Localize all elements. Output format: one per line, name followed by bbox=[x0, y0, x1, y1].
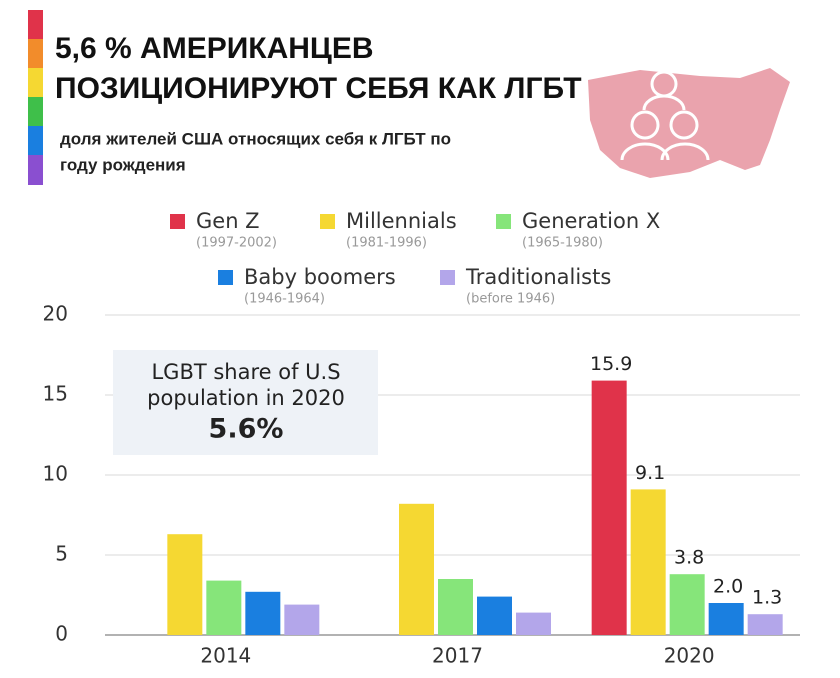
y-tick-label: 15 bbox=[43, 382, 68, 406]
bar bbox=[438, 579, 473, 635]
bar bbox=[516, 612, 551, 635]
value-label: 2.0 bbox=[713, 576, 743, 598]
legend-label: Generation X bbox=[522, 209, 660, 233]
legend-period: (1981-1996) bbox=[346, 236, 427, 251]
value-label: 15.9 bbox=[590, 353, 632, 375]
legend-label: Gen Z bbox=[196, 209, 260, 233]
bar bbox=[591, 380, 627, 635]
value-label: 3.8 bbox=[674, 547, 704, 569]
x-tick-label: 2020 bbox=[664, 644, 715, 668]
title: ПОЗИЦИОНИРУЮТ СЕБЯ КАК ЛГБТ bbox=[55, 72, 582, 105]
y-tick-label: 20 bbox=[43, 302, 68, 326]
legend-swatch bbox=[170, 214, 185, 229]
bar bbox=[399, 503, 434, 635]
bar bbox=[630, 489, 666, 635]
legend-period: (before 1946) bbox=[466, 292, 555, 307]
annotation: LGBT share of U.S bbox=[151, 360, 340, 384]
bar bbox=[206, 580, 242, 635]
bar bbox=[477, 596, 512, 635]
bar bbox=[669, 574, 705, 635]
title: 5,6 % АМЕРИКАНЦЕВ bbox=[55, 32, 374, 65]
legend-swatch bbox=[440, 270, 455, 285]
legend-swatch bbox=[496, 214, 511, 229]
legend-label: Baby boomers bbox=[244, 265, 396, 289]
annotation-box bbox=[113, 350, 378, 455]
annotation-value: 5.6% bbox=[209, 414, 284, 445]
bar bbox=[708, 603, 744, 635]
legend-label: Traditionalists bbox=[465, 265, 611, 289]
bar bbox=[284, 604, 320, 635]
annotation: population in 2020 bbox=[147, 386, 345, 410]
subtitle: году рождения bbox=[60, 155, 186, 174]
legend-period: (1965-1980) bbox=[522, 236, 603, 251]
bar bbox=[245, 591, 281, 635]
x-tick-label: 2014 bbox=[200, 644, 251, 668]
x-tick-label: 2017 bbox=[432, 644, 483, 668]
legend-swatch bbox=[320, 214, 335, 229]
rainbow-bar bbox=[28, 10, 43, 185]
legend-swatch bbox=[218, 270, 233, 285]
y-tick-label: 5 bbox=[55, 542, 68, 566]
legend-period: (1997-2002) bbox=[196, 236, 277, 251]
value-label: 9.1 bbox=[635, 462, 665, 484]
value-label: 1.3 bbox=[752, 587, 782, 609]
legend-label: Millennials bbox=[346, 209, 457, 233]
bar bbox=[747, 614, 783, 635]
bar bbox=[167, 534, 203, 635]
map-illustration bbox=[588, 68, 790, 178]
legend-period: (1946-1964) bbox=[244, 292, 325, 307]
subtitle: доля жителей США относящих себя к ЛГБТ п… bbox=[60, 129, 451, 148]
y-tick-label: 10 bbox=[43, 462, 68, 486]
y-tick-label: 0 bbox=[55, 622, 68, 646]
